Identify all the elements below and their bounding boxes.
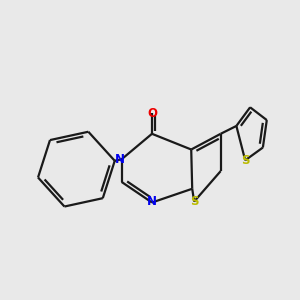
- Text: N: N: [147, 194, 157, 208]
- Text: S: S: [190, 195, 198, 208]
- Text: O: O: [147, 107, 157, 120]
- Text: N: N: [115, 153, 125, 166]
- Text: S: S: [241, 154, 250, 167]
